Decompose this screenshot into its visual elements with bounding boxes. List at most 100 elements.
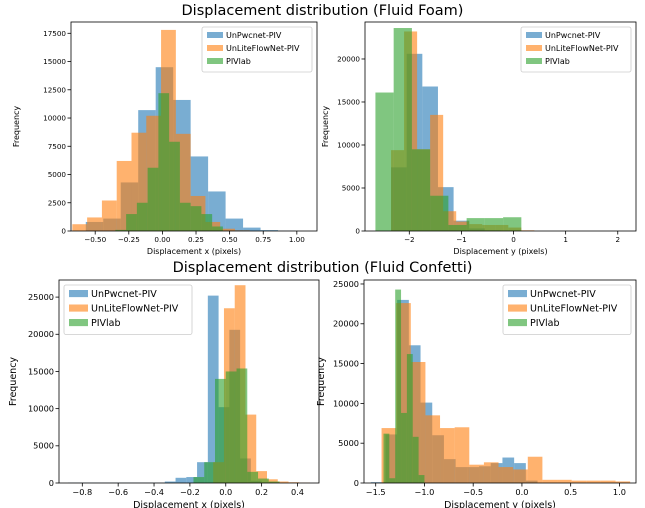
chart-foam-y: −2 −1 0 1 2 0 5000 10000 15000 20000 Displacement … [321,21,637,256]
x-axis-label: Displacement y (pixels) [444,500,556,508]
histogram-bar [126,214,137,231]
x-tick-label: 0.0 [219,487,232,497]
axes-frame [364,21,637,232]
y-tick-label: 17500 [43,29,66,38]
y-tick-label: 20000 [28,329,54,339]
histogram-bar [87,217,102,231]
legend: UnPwcnet-PIV UnLiteFlowNet-PIV PIVlab [63,284,193,335]
legend-swatch [508,304,527,312]
y-tick-label: 10000 [337,141,360,150]
bars-confetti-y [370,289,631,483]
legend-swatch [508,319,527,327]
histogram-bar [175,477,187,483]
x-tick-label: 1.00 [289,235,305,244]
histogram-bar [158,93,170,231]
y-tick-label: 2500 [48,198,67,207]
bars-foam-y [375,28,535,231]
histogram-bar [225,371,237,483]
chart-foam-x: −0.50 −0.25 0.00 0.25 0.50 0.75 1.00 0 2500 5000 7… [12,21,318,256]
y-tick-label: 12500 [43,85,66,94]
histogram-bar [484,218,504,231]
x-tick-label: 0.25 [188,235,204,244]
histogram-bar [197,462,208,483]
x-tick-label: −0.6 [108,487,128,497]
x-tick-label: −2 [404,235,415,244]
x-tick-label: −1.0 [414,487,434,497]
histogram-bar [236,368,248,483]
histogram-bar [207,295,219,483]
histogram-bar [571,480,587,483]
histogram-bar [406,354,413,483]
legend-swatch [69,304,88,312]
histogram-bar [448,224,467,231]
histogram-bar [186,477,198,483]
legend-swatch [526,45,542,51]
histogram-bar [430,195,449,231]
x-axis-label: Displacement x (pixels) [147,247,241,256]
legend-frame [520,26,632,73]
histogram-bar [498,467,514,483]
histogram-bar [466,218,485,231]
x-tick-label: −1 [456,235,467,244]
histogram-bar [147,167,159,231]
histogram-bar [277,481,289,483]
y-tick-label: 7500 [48,142,67,151]
axes-frame [363,279,637,484]
y-tick-label: 15000 [337,98,360,107]
y-tick-label: 5000 [33,441,54,451]
legend-swatch [69,319,88,327]
histogram-bar [258,478,269,483]
axes-frame [58,279,320,484]
bars-confetti-x [67,285,311,483]
y-tick-label: 15000 [333,358,359,368]
x-tick-label: 1.0 [613,487,626,497]
histogram-bar [401,412,407,483]
y-tick-label: 10000 [43,114,66,123]
x-axis-label: Displacement x (pixels) [133,500,245,508]
legend: UnPwcnet-PIV UnLiteFlowNet-PIV PIVlab [520,26,632,73]
y-tick-label: 5000 [338,438,359,448]
histogram-bar [483,462,499,483]
chart-confetti-x: −0.8 −0.6 −0.4 −0.2 0.0 0.2 0.4 0 5000 10000 15000… [8,279,320,508]
axes-frame [70,21,318,232]
histogram-bar [393,28,412,231]
x-tick-label: −0.8 [72,487,92,497]
legend-swatch [207,32,223,38]
y-axis-label: Frequency [12,106,21,148]
y-tick-label: 15000 [28,366,54,376]
x-tick-label: 0.2 [255,487,268,497]
legend-label: UnLiteFlowNet-PIV [226,44,300,53]
histogram-bar [395,289,402,483]
histogram-bar [557,479,572,483]
x-tick-label: 0.4 [291,487,304,497]
x-tick-label: 0.0 [515,487,528,497]
y-tick-label: 0 [354,478,359,488]
histogram-bar [212,226,223,231]
histogram-bar [411,149,431,231]
x-tick-label: −0.5 [463,487,483,497]
histogram-bar [179,202,191,231]
y-tick-label: 5000 [48,170,67,179]
histogram-bar [101,200,117,231]
y-tick-label: 0 [49,478,54,488]
legend: UnPwcnet-PIV UnLiteFlowNet-PIV PIVlab [201,26,313,73]
x-tick-label: −0.4 [144,487,164,497]
y-axis-label: Frequency [321,106,330,148]
histogram-bar [169,141,180,231]
histogram-bar [190,206,202,231]
legend-label: PIVlab [545,57,570,66]
y-tick-label: 15000 [43,57,66,66]
histogram-bar [513,469,528,483]
x-tick-label: 2 [615,235,620,244]
y-tick-label: 0 [355,227,360,236]
x-tick-label: 0.75 [255,235,271,244]
x-tick-label: 0 [511,235,516,244]
legend-swatch [207,58,223,64]
y-tick-label: 25000 [333,279,359,289]
histogram-bar [542,479,558,483]
histogram-bar [72,224,88,231]
legend-frame [201,26,313,73]
legend-label: PIVlab [226,57,251,66]
histogram-bar [425,415,441,483]
